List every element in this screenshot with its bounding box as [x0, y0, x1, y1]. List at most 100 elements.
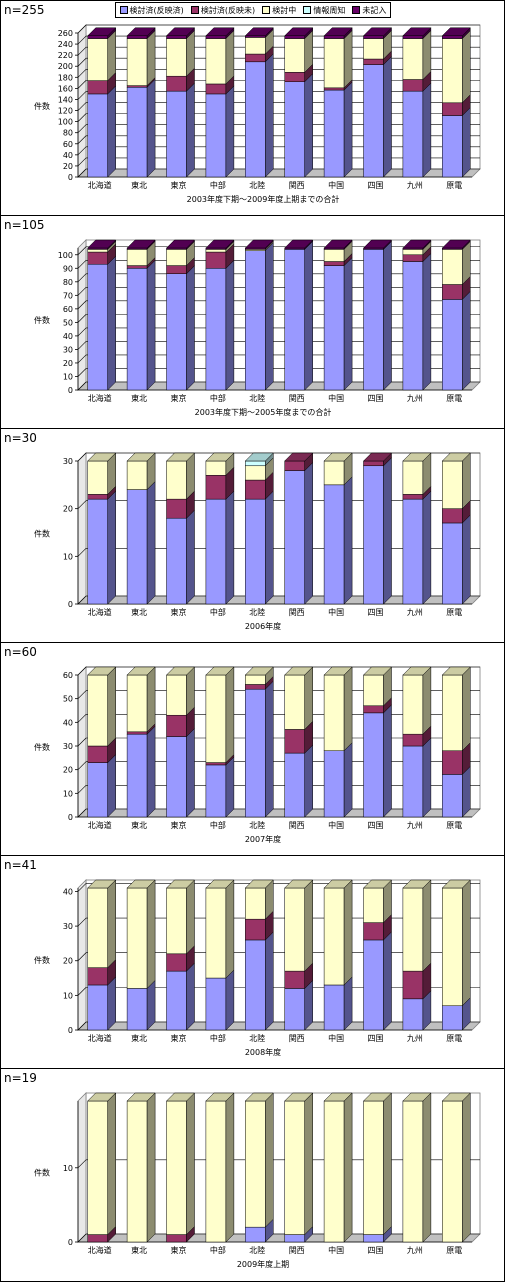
- bar-segment: [205, 93, 227, 178]
- bar-segment-side: [462, 879, 471, 1007]
- bar-segment-side: [343, 879, 353, 986]
- bar-segment: [402, 674, 424, 735]
- legend-item-4: 情報周知: [303, 5, 345, 16]
- x-tick-label: 原電: [446, 1034, 462, 1043]
- bar-segment-side: [186, 727, 195, 818]
- y-axis-label: 件数: [34, 742, 50, 752]
- bar-top: [244, 1092, 274, 1102]
- bar-segment-side: [462, 106, 471, 178]
- bar-stack-4: [205, 666, 235, 818]
- bar-segment-side: [343, 29, 353, 89]
- bar-segment: [402, 494, 424, 500]
- x-axis-label: 2009年度上期: [237, 1259, 289, 1269]
- bar-segment: [402, 38, 424, 80]
- bar-segment: [363, 712, 384, 818]
- grid-diag: [77, 135, 87, 144]
- bar-top: [362, 879, 393, 889]
- bar-segment-side: [383, 704, 392, 818]
- y-tick-label: 40: [63, 332, 73, 341]
- bar-segment: [245, 688, 266, 818]
- bar-segment: [87, 38, 108, 81]
- bar-segment-side: [265, 242, 274, 391]
- bar-segment: [166, 249, 187, 266]
- bar-segment: [87, 674, 108, 747]
- x-tick-label: 東北: [131, 820, 147, 830]
- bar-segment-side: [343, 256, 353, 391]
- bar-segment-side: [304, 73, 313, 178]
- bar-segment: [284, 35, 305, 39]
- bar-segment: [442, 460, 463, 509]
- bar-segment-side: [422, 29, 432, 81]
- bar-segment: [402, 498, 424, 605]
- bar-stack-2: [126, 27, 156, 178]
- bar-segment: [323, 1100, 345, 1243]
- y-tick-label: 140: [58, 95, 73, 104]
- x-tick-label: 北海道: [88, 1245, 112, 1255]
- bar-top: [205, 1092, 235, 1102]
- y-tick-label: 40: [63, 151, 73, 160]
- bar-segment: [442, 35, 463, 39]
- grid-diag: [77, 500, 87, 509]
- x-tick-label: 東北: [131, 1033, 147, 1043]
- bar-stack-5: [244, 239, 274, 391]
- bar-segment-side: [422, 879, 432, 972]
- y-tick-label: 30: [63, 457, 73, 466]
- bar-top: [441, 1092, 471, 1102]
- bar-segment-side: [462, 514, 471, 605]
- bar-segment: [166, 273, 187, 391]
- x-tick-label: 中部: [210, 180, 226, 190]
- bar-segment: [363, 58, 384, 65]
- y-tick-label: 100: [58, 251, 73, 260]
- bar-stack-2: [126, 452, 156, 605]
- grid-diag: [77, 124, 87, 133]
- bar-segment: [166, 38, 187, 77]
- bar-stack-7: [323, 1092, 353, 1243]
- bar-top: [165, 239, 196, 249]
- grid-diag: [77, 987, 87, 996]
- bar-segment: [87, 494, 108, 500]
- bar-segment: [323, 674, 345, 751]
- bar-stack-1: [87, 1092, 117, 1243]
- bar-segment: [87, 762, 108, 818]
- x-tick-label: 関西: [289, 181, 305, 190]
- bar-segment: [245, 939, 266, 1031]
- y-tick-label: 40: [63, 887, 73, 896]
- x-tick-label: 中部: [210, 820, 226, 830]
- bar-top: [205, 452, 235, 462]
- y-tick-label: 260: [58, 29, 73, 38]
- y-tick-label: 50: [63, 318, 73, 327]
- bar-segment-side: [304, 979, 313, 1031]
- bar-top: [362, 27, 393, 37]
- y-tick-label: 10: [63, 552, 73, 561]
- bar-segment: [442, 284, 463, 300]
- bar-segment-side: [107, 976, 116, 1031]
- x-tick-label: 北陸: [249, 1033, 265, 1043]
- bar-segment: [126, 887, 148, 989]
- bar-top: [362, 452, 393, 462]
- bar-segment: [323, 261, 345, 266]
- bar-segment: [205, 1100, 227, 1243]
- bar-segment: [166, 517, 187, 605]
- legend-item-3: 検討中: [262, 5, 296, 16]
- bar-top: [402, 239, 432, 249]
- grid-diag: [77, 595, 87, 605]
- x-tick-label: 中国: [328, 180, 344, 190]
- bar-top: [205, 666, 235, 676]
- bar-segment: [126, 731, 148, 735]
- bar-stack-9: [402, 1092, 432, 1243]
- bar-stack-10: [441, 1092, 471, 1243]
- bar-top: [205, 239, 235, 249]
- bar-segment: [126, 265, 148, 269]
- bar-segment-side: [422, 252, 432, 391]
- bar-segment: [284, 470, 305, 605]
- bar-segment: [284, 970, 305, 989]
- y-tick-label: 180: [58, 73, 73, 82]
- bar-segment: [363, 674, 384, 707]
- bar-top: [323, 879, 353, 889]
- y-tick-label: 100: [58, 118, 73, 127]
- x-tick-label: 北海道: [88, 1033, 112, 1043]
- bar-top: [244, 239, 274, 249]
